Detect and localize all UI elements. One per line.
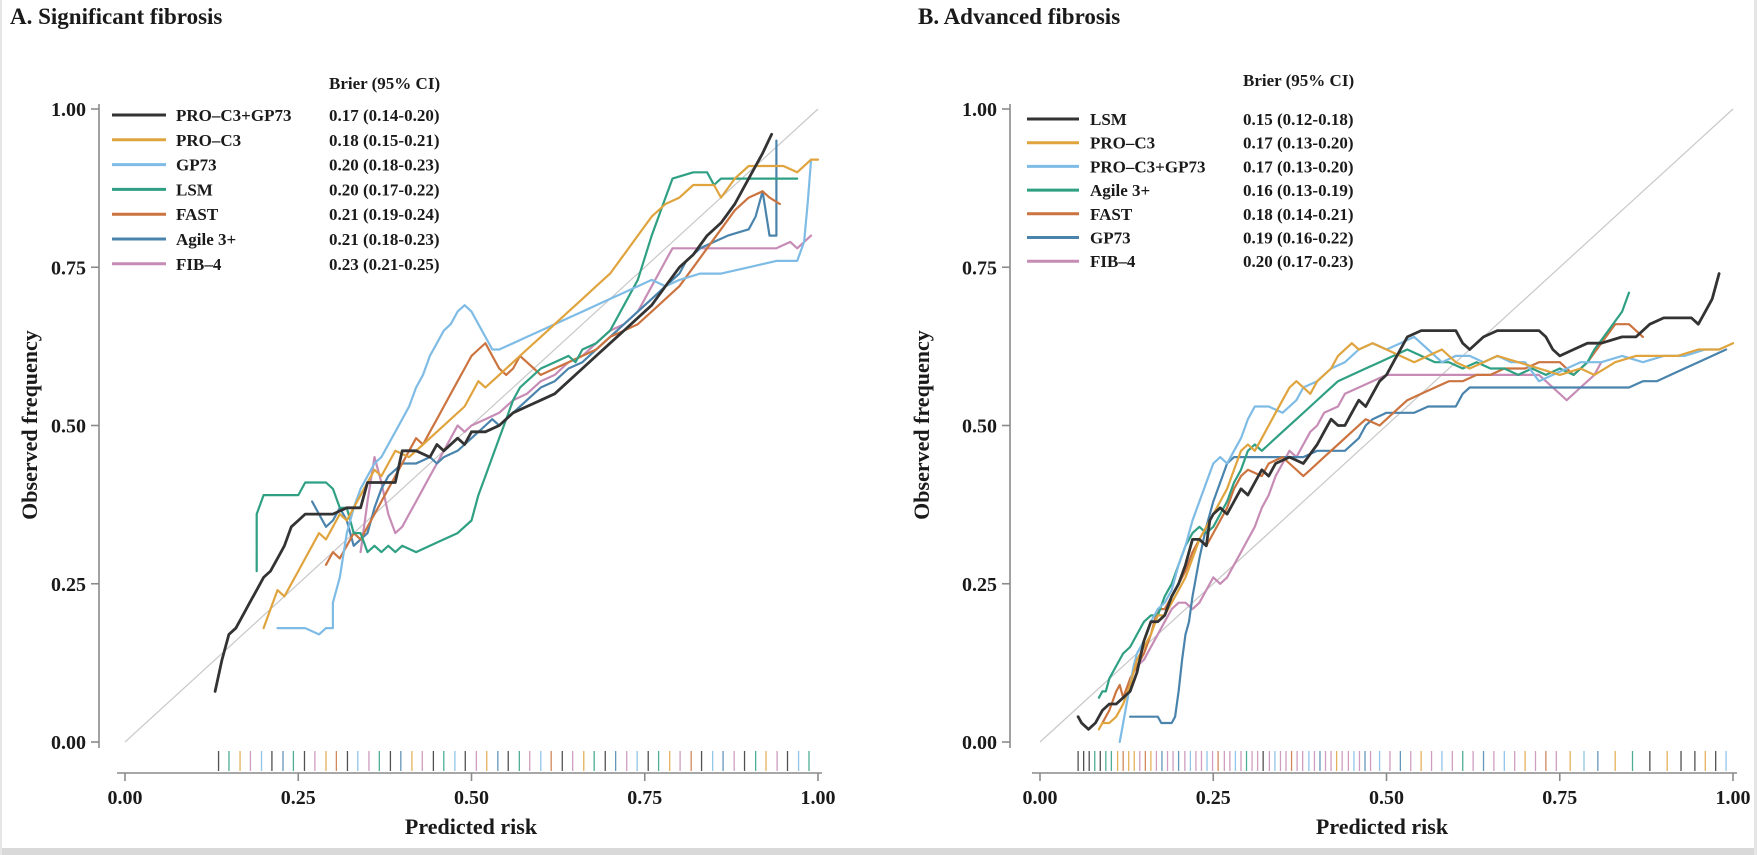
legend-label: Agile 3+	[1090, 181, 1150, 200]
legend-brier-value: 0.21 (0.19-0.24)	[329, 205, 439, 224]
curve-lsm	[1076, 272, 1721, 731]
legend-label: PRO–C3	[1090, 134, 1155, 153]
legend-brier-value: 0.21 (0.18-0.23)	[329, 230, 439, 249]
x-tick-label: 0.25	[281, 787, 316, 809]
y-tick-label: 0.75	[51, 257, 86, 279]
y-tick-label: 0.75	[962, 257, 997, 279]
legend-label: FIB–4	[1090, 252, 1136, 271]
x-tick-label: 0.75	[1542, 787, 1577, 809]
y-tick-label: 1.00	[51, 99, 86, 121]
legend-brier-value: 0.19 (0.16-0.22)	[1243, 229, 1353, 248]
x-tick-label: 1.00	[1716, 787, 1751, 809]
x-tick-label: 1.00	[801, 787, 836, 809]
legend-brier-value: 0.15 (0.12-0.18)	[1243, 110, 1353, 129]
legend-label: LSM	[1090, 110, 1127, 129]
frame-right-edge	[1754, 0, 1757, 855]
panel-b-plot-area: 0.00 0.25 0.50 0.75 1.00 0.00 0.25 0.50 0.75 1.00…	[962, 71, 1751, 809]
curve-fast	[1101, 323, 1645, 725]
frame-left-edge	[0, 0, 2, 855]
legend-label: PRO–C3+GP73	[176, 106, 291, 125]
curve-agile-3-	[1097, 291, 1631, 699]
legend-brier-value: 0.17 (0.13-0.20)	[1243, 134, 1353, 153]
curve-gp73	[276, 158, 813, 636]
curve-pro-c3	[1097, 342, 1735, 731]
panel-b-title: B. Advanced fibrosis	[918, 4, 1121, 29]
legend-brier-value: 0.18 (0.14-0.21)	[1243, 205, 1353, 224]
y-tick-label: 0.25	[51, 574, 86, 596]
legend-label: PRO–C3+GP73	[1090, 157, 1205, 176]
x-tick-label: 0.25	[1196, 787, 1231, 809]
y-tick-label: 0.00	[51, 732, 86, 754]
curve-fib-4	[359, 234, 813, 554]
panel-b-y-axis-label: Observed frequency	[909, 330, 934, 520]
legend-brier-value: 0.16 (0.13-0.19)	[1243, 181, 1353, 200]
curve-pro-c3-gp73	[213, 132, 773, 693]
x-tick-label: 0.00	[108, 787, 143, 809]
legend-label: FIB–4	[176, 255, 222, 274]
legend-header: Brier (95% CI)	[1243, 71, 1354, 90]
y-tick-label: 0.50	[51, 416, 86, 438]
panel-a-title: A. Significant fibrosis	[10, 4, 223, 29]
x-tick-label: 0.50	[454, 787, 489, 809]
y-tick-label: 0.50	[962, 416, 997, 438]
legend-label: FAST	[176, 205, 219, 224]
legend-brier-value: 0.17 (0.14-0.20)	[329, 106, 439, 125]
legend-header: Brier (95% CI)	[329, 74, 440, 93]
y-tick-label: 1.00	[962, 99, 997, 121]
legend-label: PRO–C3	[176, 131, 241, 150]
curve-fib-4	[1128, 361, 1603, 680]
legend-label: FAST	[1090, 205, 1133, 224]
curve-pro-c3	[262, 158, 820, 630]
curve-lsm	[255, 171, 799, 573]
panel-a-x-axis-label: Predicted risk	[404, 814, 538, 839]
curve-fast	[324, 190, 782, 566]
x-tick-label: 0.50	[1369, 787, 1404, 809]
legend-brier-value: 0.20 (0.18-0.23)	[329, 156, 439, 175]
legend-brier-value: 0.17 (0.13-0.20)	[1243, 157, 1353, 176]
y-tick-label: 0.00	[962, 732, 997, 754]
y-tick-label: 0.25	[962, 574, 997, 596]
x-tick-label: 0.00	[1023, 787, 1058, 809]
x-tick-label: 0.75	[627, 787, 662, 809]
legend-brier-value: 0.18 (0.15-0.21)	[329, 131, 439, 150]
legend-brier-value: 0.23 (0.21-0.25)	[329, 255, 439, 274]
legend-label: GP73	[1090, 229, 1131, 248]
legend-brier-value: 0.20 (0.17-0.22)	[329, 180, 439, 199]
legend-label: LSM	[176, 180, 213, 199]
panel-a-plot-area: 0.00 0.25 0.50 0.75 1.00 0.00 0.25 0.50 0.75 1.00…	[51, 74, 836, 809]
panel-a-y-axis-label: Observed frequency	[17, 330, 42, 520]
legend-label: Agile 3+	[176, 230, 236, 249]
panel-b-x-axis-label: Predicted risk	[1315, 814, 1449, 839]
legend-brier-value: 0.20 (0.17-0.23)	[1243, 252, 1353, 271]
legend-label: GP73	[176, 156, 217, 175]
frame-bottom-edge	[0, 848, 1757, 855]
curve-gp73	[1128, 348, 1728, 725]
